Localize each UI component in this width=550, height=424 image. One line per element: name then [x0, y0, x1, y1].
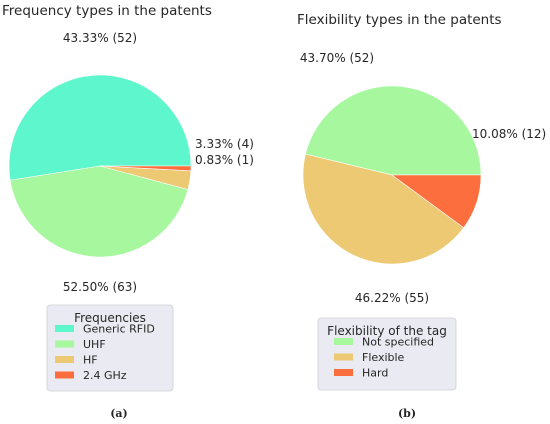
- flexibility-legend-title: Flexibility of the tag: [327, 324, 447, 338]
- flexibility-slice-label-hard: 10.08% (12): [472, 127, 546, 141]
- frequency-slice-labels: 52.50% (63) 43.33% (52) 3.33% (4) 0.83% (1): [63, 31, 254, 294]
- flexibility-legend-label-not-specified: Not specified: [362, 336, 434, 349]
- frequency-slice-label-generic-rfid: 52.50% (63): [63, 280, 137, 294]
- flexibility-legend: Flexibility of the tag Not specified Flex…: [317, 317, 457, 391]
- flexibility-slice-label-flexible: 43.70% (52): [300, 51, 374, 65]
- frequency-legend-title: Frequencies: [74, 311, 146, 325]
- flexibility-chart-title: Flexibility types in the patents: [297, 12, 502, 28]
- frequency-legend-swatch-uhf: [55, 340, 74, 348]
- flexibility-slice-hard: [391, 174, 482, 229]
- flexibility-legend-swatch-flexible: [334, 353, 353, 361]
- frequency-legend-label-uhf: UHF: [83, 338, 106, 351]
- flexibility-legend-entries: Not specified Flexible Hard: [334, 336, 434, 380]
- frequency-legend-swatch-generic-rfid: [55, 325, 74, 332]
- flexibility-slice-labels: 46.22% (55) 43.70% (52) 10.08% (12): [300, 51, 546, 305]
- frequency-slice-generic-rfid: [8, 74, 192, 181]
- flexibility-legend-swatch-not-specified: [334, 338, 353, 345]
- flexibility-legend-label-flexible: Flexible: [362, 351, 405, 364]
- flexibility-legend-label-hard: Hard: [362, 367, 388, 380]
- frequency-legend-label-generic-rfid: Generic RFID: [83, 323, 155, 336]
- frequency-legend-swatch-hf: [55, 356, 74, 363]
- flexibility-legend-swatch-hard: [334, 369, 353, 376]
- panel-label-b: (b): [398, 407, 416, 420]
- flexibility-pie: [302, 85, 482, 265]
- frequency-chart-title: Frequency types in the patents: [2, 3, 212, 19]
- frequency-slice-2-4-ghz: [99, 165, 192, 172]
- flexibility-slice-not-specified: [305, 85, 482, 176]
- frequency-legend-label-2-4-ghz: 2.4 GHz: [83, 369, 127, 382]
- flexibility-slice-flexible: [302, 153, 465, 265]
- frequency-slice-label-hf: 3.33% (4): [195, 137, 254, 151]
- frequency-legend-box: [46, 304, 174, 392]
- frequency-legend-swatch-2-4-ghz: [55, 371, 74, 379]
- frequency-slice-uhf: [9, 165, 189, 258]
- frequency-legend-label-hf: HF: [83, 354, 98, 367]
- frequency-legend-entries: Generic RFID UHF HF 2.4 GHz: [55, 323, 155, 382]
- flexibility-chart-panel: Flexibility types in the patents 46.22% …: [297, 12, 546, 420]
- frequency-slice-label-uhf: 43.33% (52): [63, 31, 137, 45]
- panel-label-a: (a): [110, 407, 128, 420]
- frequency-legend: Frequencies Generic RFID UHF HF 2.4 GHz: [46, 304, 174, 392]
- flexibility-slice-label-not-specified: 46.22% (55): [355, 291, 429, 305]
- frequency-chart-panel: Frequency types in the patents 52.50% (6…: [2, 3, 254, 420]
- frequency-slice-label-2-4-ghz: 0.83% (1): [195, 153, 254, 167]
- frequency-pie: [8, 74, 192, 258]
